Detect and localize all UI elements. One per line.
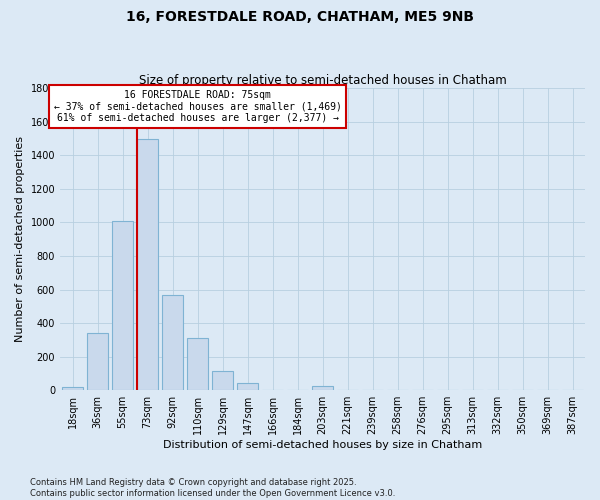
Bar [112, 220, 133, 390]
Bar [87, 333, 108, 390]
Bar [162, 294, 183, 390]
Bar [137, 138, 158, 390]
Text: 16, FORESTDALE ROAD, CHATHAM, ME5 9NB: 16, FORESTDALE ROAD, CHATHAM, ME5 9NB [126, 10, 474, 24]
Bar [187, 338, 208, 390]
Bar [237, 382, 258, 390]
X-axis label: Distribution of semi-detached houses by size in Chatham: Distribution of semi-detached houses by … [163, 440, 482, 450]
Bar [212, 371, 233, 390]
Bar [312, 386, 333, 390]
Title: Size of property relative to semi-detached houses in Chatham: Size of property relative to semi-detach… [139, 74, 506, 87]
Bar [62, 387, 83, 390]
Text: 16 FORESTDALE ROAD: 75sqm
← 37% of semi-detached houses are smaller (1,469)
61% : 16 FORESTDALE ROAD: 75sqm ← 37% of semi-… [53, 90, 341, 123]
Text: Contains HM Land Registry data © Crown copyright and database right 2025.
Contai: Contains HM Land Registry data © Crown c… [30, 478, 395, 498]
Y-axis label: Number of semi-detached properties: Number of semi-detached properties [15, 136, 25, 342]
